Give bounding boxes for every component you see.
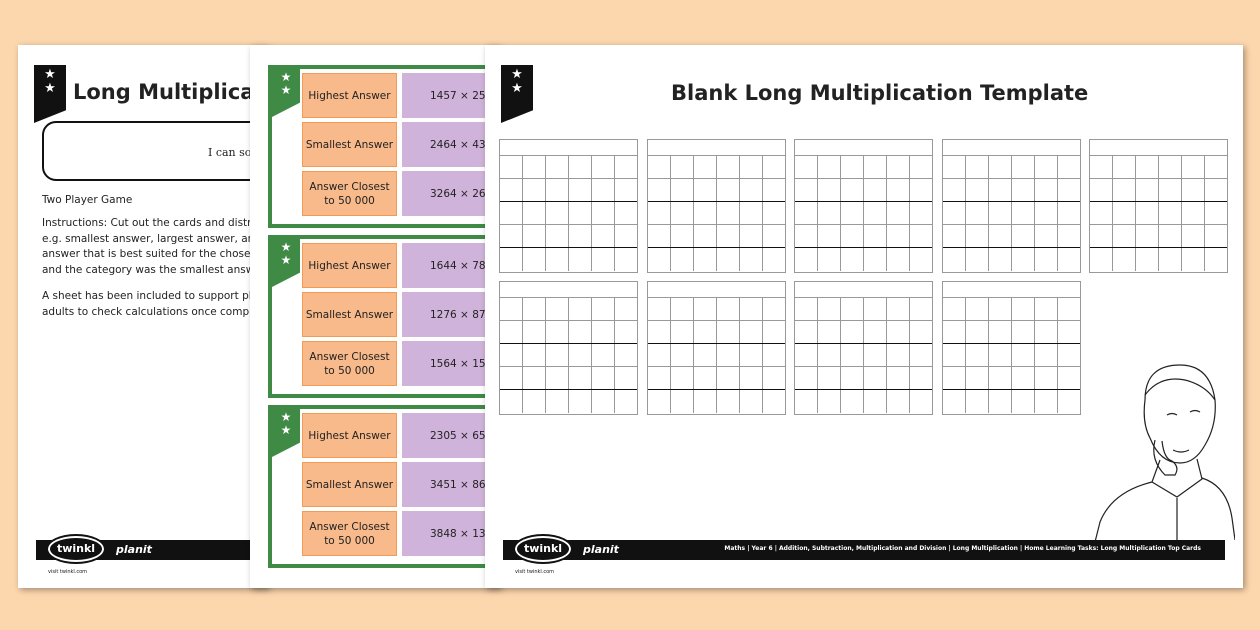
thinking-boy-illustration [1094,364,1235,540]
footer-bar: Maths | Year 6 | Addition, Subtraction, … [503,540,1225,560]
calculation-card: 3264 × 26 = [402,171,500,216]
category-card: Answer Closest to 50 000 [302,171,397,216]
multiplication-grid [941,139,1081,273]
card-set: ★ ★ Highest Answer 1644 × 78 = Smallest Answ… [268,235,500,398]
stars-icon: ★ ★ [272,69,300,117]
multiplication-grid [794,139,934,273]
page-title: Blank Long Multiplication Template [671,81,1089,105]
category-card: Smallest Answer [302,122,397,167]
multiplication-grid [646,281,786,415]
category-card: Highest Answer [302,73,397,118]
category-card: Smallest Answer [302,292,397,337]
stars-flag-icon: ★ ★ [501,65,533,123]
multiplication-grid [941,281,1081,415]
stars-flag-icon: ★ ★ [34,65,66,123]
calculation-card: 1564 × 15 = [402,341,500,386]
instructions: Instructions: Cut out the cards and dist… [42,217,268,276]
note: A sheet has been included to support pl a… [42,290,259,318]
objective-box: I can solve [42,121,268,181]
category-card: Answer Closest to 50 000 [302,511,397,556]
page-cards: ★ ★ Highest Answer 1457 × 25 = Smallest Answ… [250,45,500,588]
stars-icon: ★ ★ [272,239,300,287]
twinkl-logo: twinkl [513,534,573,564]
category-card: Highest Answer [302,413,397,458]
card-set: ★ ★ Highest Answer 1457 × 25 = Smallest Answ… [268,65,500,228]
calculation-card: 2464 × 43 = [402,122,500,167]
url: visit twinkl.com [515,569,555,575]
category-card: Smallest Answer [302,462,397,507]
planit-logo: planit [583,543,619,556]
page-title: Long Multiplication [73,80,268,104]
card-set: ★ ★ Highest Answer 2305 × 65 = Smallest Answ… [268,405,500,568]
planit-logo: planit [116,543,152,556]
multiplication-grid [1089,139,1229,273]
page-instructions: ★★ Long Multiplication I can solve Two P… [18,45,268,588]
page-template: ★ ★ Blank Long Multiplication Template Ma… [485,45,1243,588]
multiplication-grid [794,281,934,415]
calculation-card: 2305 × 65 = [402,413,500,458]
game-heading: Two Player Game [42,194,133,206]
multiplication-grid [499,281,638,415]
calculation-card: 1457 × 25 = [402,73,500,118]
calculation-card: 3451 × 86 = [402,462,500,507]
breadcrumb: Maths | Year 6 | Addition, Subtraction, … [724,545,1201,552]
multiplication-grid [646,139,786,273]
multiplication-grid [499,139,638,273]
category-card: Answer Closest to 50 000 [302,341,397,386]
calculation-card: 3848 × 13 = [402,511,500,556]
calculation-card: 1276 × 87 = [402,292,500,337]
stars-icon: ★ ★ [272,409,300,457]
twinkl-logo: twinkl [46,534,106,564]
url: visit twinkl.com [48,569,88,575]
category-card: Highest Answer [302,243,397,288]
calculation-card: 1644 × 78 = [402,243,500,288]
